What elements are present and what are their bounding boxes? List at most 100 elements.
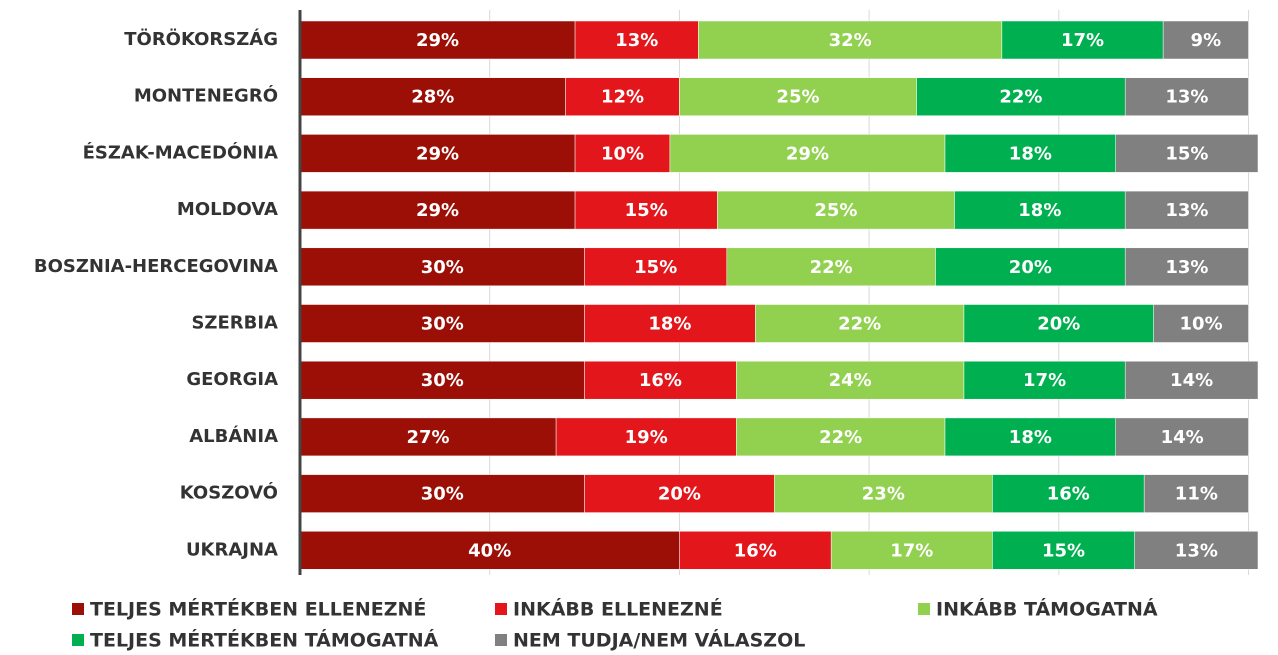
value-label: 30% [421,370,464,391]
legend-label: INKÁBB ELLENEZNÉ [513,598,723,621]
value-label: 27% [407,427,450,448]
value-label: 28% [411,87,454,108]
value-label: 19% [625,427,668,448]
value-label: 25% [776,87,819,108]
bar-segment [299,474,585,513]
legend-swatch [495,634,507,646]
legend-label: INKÁBB TÁMOGATNÁ [936,598,1158,621]
value-label: 15% [634,257,677,278]
bar-segment [1124,247,1249,287]
bar-segment [299,417,557,457]
bar-segment [574,134,671,173]
value-label: 29% [416,30,459,51]
legend-label: TELJES MÉRTÉKBEN TÁMOGATNÁ [90,629,439,652]
bar-segment [736,360,965,400]
bar-segment [299,531,680,570]
bar-segment [1162,20,1249,60]
bar-segment [1124,77,1249,116]
value-label: 14% [1161,427,1204,448]
category-label: BOSZNIA-HERCEGOVINA [34,256,278,277]
bar-segment [669,134,946,173]
category-label: KOSZOVÓ [180,482,278,504]
value-label: 20% [1009,257,1052,278]
bar-segment [698,20,1003,60]
category-label: MONTENEGRÓ [134,85,278,107]
bar-segment [916,77,1126,116]
bar-segment [679,531,832,570]
value-label: 17% [890,540,933,561]
value-label: 25% [814,200,857,221]
category-label: MOLDOVA [177,199,278,220]
value-label: 15% [1042,540,1085,561]
legend-swatch [72,634,84,646]
bar-segment [774,474,993,513]
bar-segment [1153,304,1249,343]
bar-segment [299,20,576,60]
bar-segment [299,360,585,400]
bar-segment [1001,20,1164,60]
value-label: 12% [601,87,644,108]
value-label: 18% [1018,200,1061,221]
value-label: 29% [416,143,459,164]
bar-segment [963,360,1126,400]
legend-swatch [495,603,507,615]
bar-segment [299,134,576,173]
bar-segment [299,77,566,116]
bar-segment [1124,190,1249,230]
bar-segment [1115,417,1249,457]
bar-segment [1115,134,1259,173]
value-label: 16% [734,540,777,561]
value-label: 13% [1165,257,1208,278]
value-label: 16% [639,370,682,391]
value-label: 13% [1165,200,1208,221]
value-label: 13% [1165,87,1208,108]
value-label: 29% [786,143,829,164]
bar-segment [565,77,680,116]
value-label: 13% [1175,540,1218,561]
value-label: 40% [468,540,511,561]
category-label: ÉSZAK-MACEDÓNIA [83,141,278,163]
value-label: 22% [819,427,862,448]
category-label: GEORGIA [186,369,278,390]
legend-label: TELJES MÉRTÉKBEN ELLENEZNÉ [90,598,426,621]
legend-swatch [72,603,84,615]
category-label: TÖRÖKORSZÁG [124,28,278,50]
value-label: 22% [810,257,853,278]
bar-segment [555,417,737,457]
value-label: 10% [601,143,644,164]
value-label: 9% [1191,30,1222,51]
value-label: 13% [615,30,658,51]
bar-segment [755,304,965,343]
value-label: 17% [1061,30,1104,51]
value-label: 14% [1170,370,1213,391]
bar-segment [584,360,737,400]
bar-segment [1143,474,1249,513]
bar-segment [584,474,775,513]
bar-segment [736,417,946,457]
bar-segment [717,190,955,230]
value-label: 30% [421,257,464,278]
category-label: ALBÁNIA [189,425,278,447]
value-label: 23% [862,484,905,505]
bar-segment [299,247,585,287]
value-label: 17% [1023,370,1066,391]
bar-segment [584,304,756,343]
bar-segment [992,531,1135,570]
bar-segment [1124,360,1259,400]
value-label: 15% [1165,143,1208,164]
bar-segment [1134,531,1259,570]
value-label: 22% [838,314,881,335]
bar-segment [574,190,718,230]
category-label: SZERBIA [191,313,278,334]
value-label: 30% [421,314,464,335]
value-label: 30% [421,484,464,505]
value-label: 24% [829,370,872,391]
bar-segment [679,77,917,116]
bar-segment [299,304,585,343]
value-label: 22% [999,87,1042,108]
bar-segment [935,247,1126,287]
value-label: 16% [1047,484,1090,505]
bar-segment [944,134,1116,173]
value-label: 11% [1175,484,1218,505]
